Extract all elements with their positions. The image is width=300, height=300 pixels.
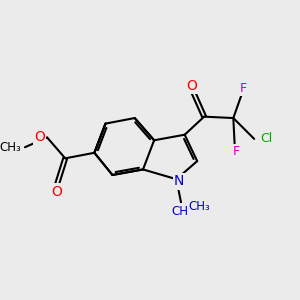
Text: CH₃: CH₃ <box>171 205 193 218</box>
Text: F: F <box>239 82 247 95</box>
Text: O: O <box>34 130 45 145</box>
Text: F: F <box>232 146 240 158</box>
Text: CH₃: CH₃ <box>0 141 21 154</box>
Text: O: O <box>186 79 197 92</box>
Text: N: N <box>174 174 184 188</box>
Text: O: O <box>51 185 62 199</box>
Text: CH₃: CH₃ <box>189 200 211 214</box>
Text: Cl: Cl <box>260 132 272 146</box>
